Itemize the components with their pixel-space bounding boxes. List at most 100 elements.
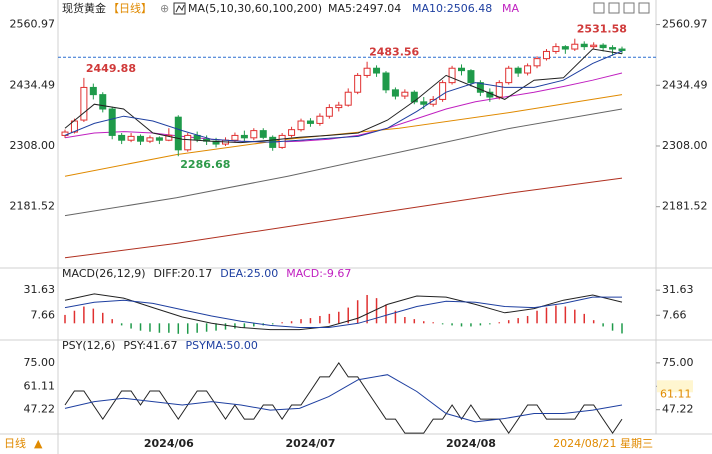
high-annotation: 2483.56 (369, 46, 419, 59)
candle-body (354, 74, 362, 93)
y-tick-label: 61.11 (24, 379, 56, 392)
candle-body (288, 129, 296, 136)
candle-body (552, 46, 560, 52)
candle-body (137, 135, 145, 142)
candle-body (127, 135, 135, 141)
candle-body (467, 70, 475, 84)
indicator-line (64, 296, 622, 328)
footer-date: 2024/08/21 星期三 (553, 437, 653, 450)
high-annotation: 2531.58 (577, 23, 627, 36)
candle-body (590, 44, 598, 48)
ma-icon[interactable] (173, 2, 186, 15)
candle-body (609, 47, 617, 50)
candle-body (89, 86, 97, 96)
candle-body (429, 98, 437, 105)
candle-body (250, 130, 258, 139)
period[interactable]: 【日线】 (108, 1, 152, 15)
toolbar (593, 2, 650, 14)
candle-body (580, 43, 588, 48)
footer-period[interactable]: 日线 (4, 436, 26, 450)
candle-body (391, 89, 399, 97)
candle-body (344, 91, 352, 106)
candle-body (542, 50, 550, 60)
candle-body (146, 137, 154, 142)
x-tick-label: 2024/07 (285, 437, 335, 450)
candle-body (373, 67, 381, 74)
candle-body (155, 137, 163, 141)
tool-button[interactable] (623, 2, 635, 14)
add-icon[interactable]: ⊕ (160, 2, 169, 15)
tool-button[interactable] (638, 2, 650, 14)
ma10-label: MA10:2506.48 (412, 2, 492, 15)
candle-body (118, 134, 126, 141)
y-tick-label-right: 2434.49 (662, 78, 708, 91)
indicator-line (64, 293, 623, 331)
high-annotation: 2449.88 (86, 62, 136, 75)
y-tick-label: 31.63 (24, 283, 56, 296)
y-tick-label: 75.00 (24, 356, 56, 369)
y-tick-label-right: 2308.00 (662, 139, 708, 152)
candle-body (174, 116, 182, 151)
y-tick-label: 2181.52 (10, 200, 56, 213)
candle-body (420, 101, 428, 105)
indicator-line (64, 108, 623, 217)
indicator-line (64, 50, 623, 143)
candle-body (184, 134, 192, 151)
candle-body (297, 120, 305, 131)
candle-body (363, 67, 371, 76)
ma-icon-glyph (175, 4, 185, 13)
y-tick-label-right: 31.63 (662, 283, 694, 296)
marker-label: 61.11 (660, 387, 692, 400)
y-tick-label: 47.22 (24, 403, 56, 416)
y-tick-label: 2434.49 (10, 78, 56, 91)
panel-label: PSY:41.67 (123, 339, 177, 352)
candle-body (533, 58, 541, 67)
candle-body (231, 134, 239, 141)
candle-body (99, 94, 107, 110)
candle-body (439, 82, 447, 100)
candle-body (495, 82, 503, 98)
candle-body (306, 120, 314, 124)
candle-body (80, 86, 88, 121)
y-tick-label: 2308.00 (10, 139, 56, 152)
tool-button[interactable] (593, 2, 605, 14)
y-tick-label-right: 47.22 (662, 403, 694, 416)
candle-body (240, 134, 248, 139)
ma-label: MA(5,10,30,60,100,200) (188, 2, 322, 15)
indicator-line (64, 177, 623, 259)
x-tick-label: 2024/06 (144, 437, 194, 450)
indicator-line (64, 48, 623, 144)
tool-button[interactable] (608, 2, 620, 14)
candle-body (571, 43, 579, 50)
candle-body (401, 91, 409, 97)
marker-box (657, 380, 693, 393)
candle-body (514, 67, 522, 74)
ma5-label: MA5:2497.04 (328, 2, 401, 15)
candle-body (476, 82, 484, 93)
candle-body (316, 115, 324, 124)
footer-arrow[interactable]: ▲ (34, 437, 43, 450)
panel-label: PSYMA:50.00 (186, 339, 258, 352)
candle-body (448, 67, 456, 84)
indicator-line (64, 374, 623, 423)
x-tick-label: 2024/08 (446, 437, 496, 450)
candle-body (618, 48, 626, 51)
panel-label: DEA:25.00 (220, 267, 278, 280)
panel-title: PSY(12,6) (62, 339, 115, 352)
ma-more: MA (502, 2, 519, 15)
panel-label: MACD:-9.67 (286, 267, 351, 280)
candle-body (505, 67, 513, 84)
candle-body (561, 46, 569, 50)
candle-body (108, 108, 116, 136)
candle-body (599, 44, 607, 49)
candle-body (458, 67, 466, 72)
y-tick-label-right: 2181.52 (662, 200, 708, 213)
panel-label: DIFF:20.17 (154, 267, 213, 280)
candle-body (259, 130, 267, 138)
y-tick-label: 2560.97 (10, 18, 56, 31)
indicator-line (64, 362, 623, 434)
low-annotation: 2286.68 (180, 158, 230, 171)
panel-title: MACD(26,12,9) (62, 267, 146, 280)
y-tick-label-right: 7.66 (662, 308, 687, 321)
candle-body (382, 72, 390, 91)
